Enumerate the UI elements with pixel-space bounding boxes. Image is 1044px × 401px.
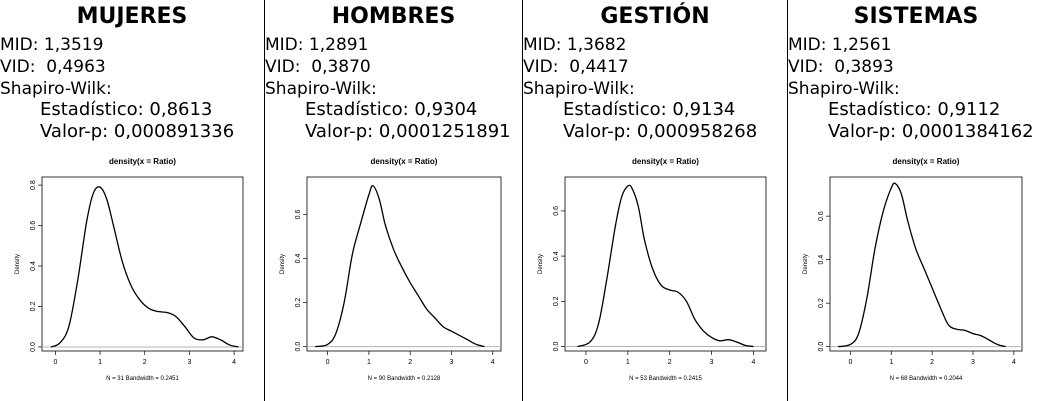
test-label: Shapiro-Wilk: <box>265 79 377 99</box>
statistic-line: Estadístico: 0,9304 <box>305 99 478 120</box>
y-tick-label: 0.0 <box>30 342 37 352</box>
density-curve <box>315 185 485 348</box>
panel-2: HOMBRES MID: 1,2891 VID: 0,3870 Shapiro-Wil… <box>265 0 523 401</box>
x-tick-label: 1 <box>367 359 371 366</box>
x-tick-label: 4 <box>491 359 495 366</box>
panel-4: SISTEMAS MID: 1,2561 VID: 0,3893 Shapiro-Wi… <box>788 0 1044 401</box>
y-tick-label: 0.6 <box>818 211 825 221</box>
y-axis-label: Density <box>538 254 544 274</box>
density-curve <box>577 184 754 348</box>
density-curve <box>838 182 1006 348</box>
y-tick-label: 0.2 <box>30 302 37 312</box>
group-title: SISTEMAS <box>853 4 979 29</box>
x-tick-label: 0 <box>584 359 588 366</box>
x-tick-label: 3 <box>450 359 454 366</box>
y-tick-label: 0.8 <box>30 180 37 190</box>
mid-line: MID: 1,3682 <box>523 35 627 55</box>
y-tick-label: 0.2 <box>295 298 302 308</box>
chart-title: density(x = Ratio) <box>632 157 699 166</box>
statistic-line: Estadístico: 0,9134 <box>563 99 736 120</box>
y-tick-label: 0.0 <box>295 342 302 352</box>
y-axis-label: Density <box>803 254 809 274</box>
x-tick-label: 0 <box>53 359 57 366</box>
vid-line: VID: 0,3870 <box>265 57 371 77</box>
x-axis-label: N = 68 Bandwidth = 0.2044 <box>890 376 963 382</box>
plot-frame <box>306 176 502 352</box>
density-chart: density(x = Ratio) 0 1 2 3 4 0.0 0.2 0.4 0.6 Densi… <box>803 157 1023 382</box>
y-tick-label: 0.4 <box>818 255 825 265</box>
x-tick-label: 4 <box>232 359 236 366</box>
density-chart: density(x = Ratio) 0 1 2 3 4 0.0 0.2 0.4 0.6 0.8 De… <box>15 157 244 382</box>
statistic-line: Estadístico: 0,8613 <box>40 99 213 120</box>
plot-frame <box>41 176 244 352</box>
x-tick-label: 3 <box>971 359 975 366</box>
x-tick-label: 1 <box>889 359 893 366</box>
panel-3: GESTIÓN MID: 1,3682 VID: 0,4417 Shapiro-Wil… <box>523 0 788 401</box>
test-label: Shapiro-Wilk: <box>523 79 635 99</box>
y-tick-label: 0.4 <box>295 254 302 264</box>
x-tick-label: 2 <box>143 359 147 366</box>
chart-title: density(x = Ratio) <box>371 157 438 166</box>
chart-title: density(x = Ratio) <box>893 157 960 166</box>
plot-frame <box>564 176 767 352</box>
y-tick-label: 0.4 <box>553 251 560 261</box>
x-tick-label: 3 <box>710 359 714 366</box>
y-tick-label: 0.2 <box>818 298 825 308</box>
vid-line: VID: 0,4963 <box>0 57 106 77</box>
statistic-line: Estadístico: 0,9112 <box>828 99 1001 120</box>
p-value-line: Valor-p: 0,0001384162 <box>828 121 1034 142</box>
y-axis-label: Density <box>15 254 21 274</box>
x-tick-label: 0 <box>326 359 330 366</box>
x-tick-label: 1 <box>98 359 102 366</box>
x-tick-label: 4 <box>751 359 755 366</box>
group-title: MUJERES <box>76 4 188 29</box>
x-tick-label: 0 <box>848 359 852 366</box>
x-tick-label: 2 <box>930 359 934 366</box>
vid-line: VID: 0,3893 <box>788 57 894 77</box>
x-axis-label: N = 53 Bandwidth = 0.2415 <box>629 376 702 382</box>
y-tick-label: 0.2 <box>553 296 560 306</box>
panel-1: MUJERES MID: 1,3519 VID: 0,4963 Shapiro-Wil… <box>0 0 265 401</box>
x-tick-label: 2 <box>668 359 672 366</box>
p-value-line: Valor-p: 0,000891336 <box>40 121 235 142</box>
y-tick-label: 0.6 <box>553 206 560 216</box>
y-tick-label: 0.6 <box>295 209 302 219</box>
x-tick-label: 2 <box>408 359 412 366</box>
density-chart: density(x = Ratio) 0 1 2 3 4 0.0 0.2 0.4 0.6 Densi… <box>280 157 502 382</box>
y-tick-label: 0.4 <box>30 261 37 271</box>
vid-line: VID: 0,4417 <box>523 57 629 77</box>
mid-line: MID: 1,3519 <box>0 35 104 55</box>
p-value-line: Valor-p: 0,000958268 <box>563 121 758 142</box>
mid-line: MID: 1,2891 <box>265 35 369 55</box>
group-title: GESTIÓN <box>600 4 710 29</box>
y-axis-label: Density <box>280 254 286 274</box>
density-chart: density(x = Ratio) 0 1 2 3 4 0.0 0.2 0.4 0.6 Densi… <box>538 157 767 382</box>
y-tick-label: 0.0 <box>818 342 825 352</box>
x-tick-label: 3 <box>187 359 191 366</box>
p-value-line: Valor-p: 0,0001251891 <box>305 121 511 142</box>
y-tick-label: 0.6 <box>30 221 37 231</box>
density-curve <box>50 186 239 348</box>
group-title: HOMBRES <box>331 4 456 29</box>
y-tick-label: 0.0 <box>553 342 560 352</box>
x-tick-label: 4 <box>1012 359 1016 366</box>
mid-line: MID: 1,2561 <box>788 35 892 55</box>
test-label: Shapiro-Wilk: <box>788 79 900 99</box>
x-axis-label: N = 90 Bandwidth = 0.2128 <box>368 376 441 382</box>
plot-frame <box>829 176 1023 352</box>
x-axis-label: N = 31 Bandwidth = 0.2451 <box>106 376 179 382</box>
chart-title: density(x = Ratio) <box>109 157 176 166</box>
test-label: Shapiro-Wilk: <box>0 79 112 99</box>
x-tick-label: 1 <box>626 359 630 366</box>
